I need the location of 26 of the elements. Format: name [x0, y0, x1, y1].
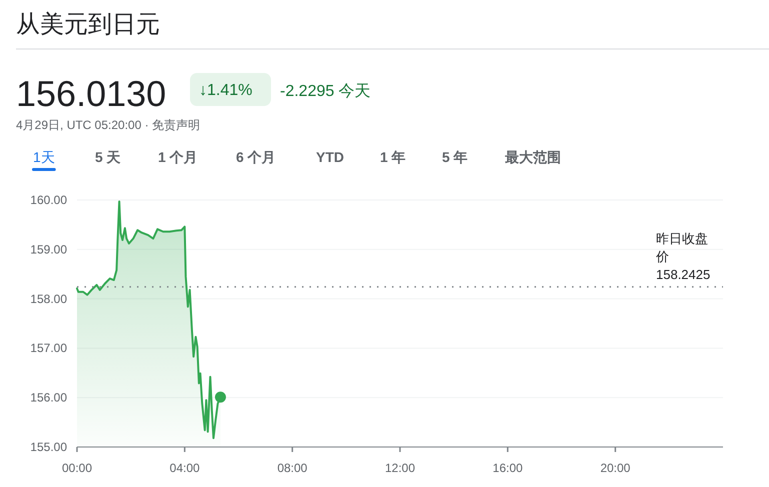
text: 6 个月 [236, 149, 276, 165]
chart-subtitle: 4月29日, UTC 05:20:00 · 免责声明 [16, 118, 200, 132]
text: 1 年 [380, 149, 406, 165]
y-tick-label: 157.00 [30, 341, 68, 356]
x-tick-label: 04:00 [170, 461, 200, 475]
text: 1 个月 [158, 149, 198, 165]
text: -2.2295 今天 [280, 83, 371, 100]
text: YTD [316, 149, 344, 165]
text: ↓1.41% [199, 82, 252, 99]
y-tick-label: 159.00 [30, 242, 68, 256]
y-tick-label: 155.00 [30, 440, 68, 454]
y-tick-label: 158.00 [30, 292, 68, 306]
y-tick-label: 160.00 [30, 193, 68, 207]
text: 1天 [33, 149, 55, 165]
x-tick-label: 08:00 [277, 461, 308, 475]
x-tick-label: 20:00 [600, 461, 631, 475]
text: 5 天 [95, 149, 122, 165]
text: 最大范围 [504, 149, 561, 165]
title: 从美元到日元 [16, 11, 160, 38]
y-tick-label: 156.00 [30, 390, 68, 405]
ref-line-label: 昨日收盘价 158.2425 [655, 230, 710, 282]
x-tick-label: 00:00 [62, 461, 92, 475]
text: 156.0130 [16, 73, 166, 114]
x-tick-label: 12:00 [384, 461, 416, 475]
text: 5 年 [442, 149, 468, 165]
x-tick-label: 16:00 [492, 461, 524, 475]
